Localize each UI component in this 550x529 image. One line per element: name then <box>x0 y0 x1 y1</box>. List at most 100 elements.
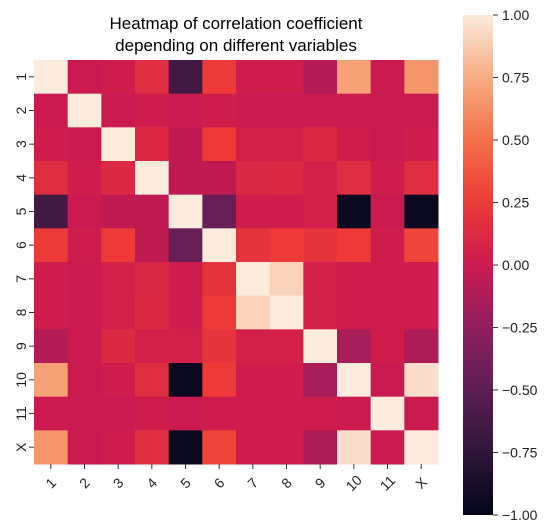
heatmap-cell <box>370 295 405 330</box>
colorbar-ticks: 1.00 0.75 0.50 0.25 0.00 −0.25 −0.50 −0.75 −1.00 <box>493 7 538 523</box>
col-tick-label: 4 <box>143 474 160 491</box>
heatmap-cell <box>34 228 69 263</box>
heatmap-cell <box>404 194 439 229</box>
heatmap-cell <box>67 60 102 95</box>
heatmap-cell <box>34 430 69 465</box>
heatmap-cell <box>236 194 271 229</box>
heatmap-cell <box>303 329 338 364</box>
colorbar-tick-label: −0.50 <box>502 382 538 398</box>
heatmap-cell <box>236 161 271 196</box>
row-tick-label: 8 <box>13 308 29 316</box>
heatmap-cell <box>34 295 69 330</box>
heatmap-cell <box>236 262 271 297</box>
heatmap-cell <box>202 127 237 162</box>
heatmap-cell <box>370 262 405 297</box>
heatmap-cell <box>303 161 338 196</box>
heatmap-cell <box>236 329 271 364</box>
heatmap-cell <box>101 127 136 162</box>
heatmap-cell <box>168 228 203 263</box>
heatmap-cell <box>337 60 372 95</box>
row-tick-label: 10 <box>13 372 29 388</box>
heatmap-cell <box>168 127 203 162</box>
heatmap-cell <box>269 329 304 364</box>
heatmap-cell <box>202 262 237 297</box>
col-tick-label: 1 <box>42 474 59 491</box>
heatmap-cell <box>303 430 338 465</box>
heatmap-cell <box>34 93 69 128</box>
heatmap-cell <box>135 363 170 398</box>
heatmap-cell <box>135 396 170 431</box>
heatmap-cell <box>101 262 136 297</box>
col-tick-label: X <box>412 474 430 492</box>
colorbar-tick-label: 1.00 <box>502 7 529 23</box>
heatmap-cell <box>202 60 237 95</box>
heatmap-cell <box>303 93 338 128</box>
chart-title-line-2: depending on different variables <box>115 36 357 55</box>
heatmap-cell <box>337 228 372 263</box>
colorbar-tick-label: 0.25 <box>502 194 529 210</box>
heatmap-cell <box>135 194 170 229</box>
heatmap-cell <box>202 228 237 263</box>
heatmap-cell <box>236 127 271 162</box>
heatmap-cell <box>168 295 203 330</box>
heatmap-cell <box>135 295 170 330</box>
heatmap-cell <box>135 127 170 162</box>
row-tick-label: 7 <box>13 275 29 283</box>
heatmap-cell <box>337 329 372 364</box>
heatmap-cell <box>67 363 102 398</box>
heatmap-cell <box>337 194 372 229</box>
heatmap-cell <box>269 60 304 95</box>
heatmap-cell <box>168 430 203 465</box>
col-tick-label: 7 <box>244 474 261 491</box>
heatmap-cell <box>337 93 372 128</box>
heatmap-cell <box>337 430 372 465</box>
heatmap-cell <box>370 60 405 95</box>
heatmap-cell <box>101 329 136 364</box>
col-tick-label: 11 <box>377 472 399 494</box>
heatmap-cell <box>202 295 237 330</box>
heatmap-cell <box>101 430 136 465</box>
heatmap-cell <box>135 329 170 364</box>
heatmap-cell <box>370 228 405 263</box>
heatmap-cell <box>303 228 338 263</box>
heatmap-cell <box>404 396 439 431</box>
col-tick-label: 2 <box>76 474 93 491</box>
heatmap-cell <box>337 363 372 398</box>
row-tick-label: 11 <box>13 406 29 421</box>
heatmap-cell <box>67 228 102 263</box>
heatmap-cell <box>34 363 69 398</box>
heatmap-cell <box>370 363 405 398</box>
colorbar-tick-label: 0.50 <box>502 132 529 148</box>
colorbar-tick-label: −1.00 <box>502 507 538 523</box>
heatmap-cell <box>67 430 102 465</box>
heatmap-cell <box>303 396 338 431</box>
row-tick-label: 5 <box>13 207 29 215</box>
heatmap-cell <box>269 161 304 196</box>
heatmap-cell <box>101 396 136 431</box>
heatmap-cell <box>269 396 304 431</box>
heatmap-cell <box>168 93 203 128</box>
heatmap-cell <box>34 329 69 364</box>
heatmap-cell <box>202 161 237 196</box>
heatmap-cell <box>404 295 439 330</box>
heatmap-cell <box>168 396 203 431</box>
heatmap-cell <box>135 262 170 297</box>
heatmap-cell <box>404 262 439 297</box>
heatmap-cell <box>303 194 338 229</box>
heatmap-cell <box>34 396 69 431</box>
heatmap-cell <box>168 60 203 95</box>
heatmap-cell <box>269 262 304 297</box>
row-tick-label: 3 <box>13 140 29 148</box>
colorbar-tick-label: 0.75 <box>502 69 529 85</box>
col-tick-label: 3 <box>110 474 127 491</box>
heatmap-cell <box>236 363 271 398</box>
heatmap-cell <box>404 161 439 196</box>
heatmap-cell <box>303 60 338 95</box>
heatmap-cell <box>269 93 304 128</box>
heatmap-cell <box>202 329 237 364</box>
row-tick-label: 1 <box>13 73 29 81</box>
heatmap-cell <box>101 363 136 398</box>
heatmap-cell <box>303 295 338 330</box>
heatmap-cell <box>67 127 102 162</box>
heatmap-cell <box>236 93 271 128</box>
